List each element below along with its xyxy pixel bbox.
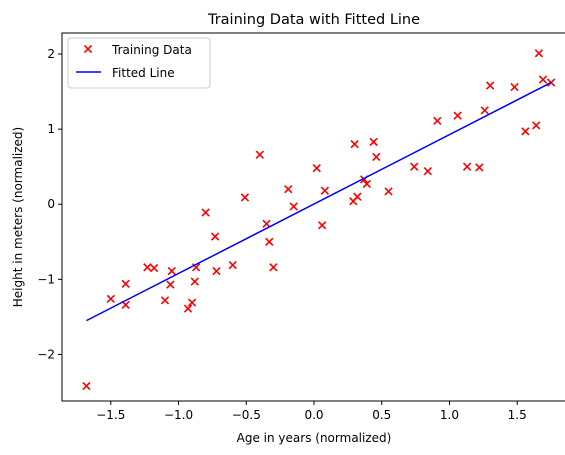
data-point	[532, 121, 541, 130]
data-point	[433, 116, 442, 126]
plot-area	[82, 49, 556, 391]
data-point	[453, 111, 462, 120]
x-axis: −1.5 −1.0 −0.5 0.0 0.5 1.0 1.5	[96, 401, 527, 422]
x-tick-label: 0.5	[372, 408, 391, 422]
x-tick-label: 1.0	[440, 408, 459, 422]
data-point	[82, 381, 91, 391]
data-point	[362, 179, 372, 189]
y-axis-label: Height in meters (normalized)	[11, 127, 25, 307]
data-point	[262, 219, 271, 228]
y-tick-label: −2	[37, 347, 55, 361]
data-point	[485, 81, 495, 90]
data-point	[320, 186, 330, 195]
data-point	[149, 263, 159, 273]
data-point	[190, 277, 199, 286]
data-point	[521, 127, 530, 136]
data-point	[538, 75, 548, 84]
chart-title: Training Data with Fitted Line	[207, 12, 420, 28]
legend-marker-training-data	[83, 44, 93, 54]
data-point	[372, 152, 381, 162]
data-point	[480, 106, 489, 115]
data-point	[187, 298, 197, 307]
x-marker-icon	[83, 44, 93, 54]
legend: Training Data Fitted Line	[67, 37, 211, 89]
x-tick-label: −0.5	[232, 408, 261, 422]
y-tick-label: 2	[47, 47, 55, 61]
data-point	[462, 162, 472, 171]
data-point	[167, 266, 176, 276]
data-point	[510, 82, 519, 92]
x-axis-label: Age in years (normalized)	[237, 431, 392, 445]
y-axis: −2 −1 0 1 2	[37, 47, 62, 361]
data-point	[121, 279, 130, 289]
data-point	[317, 221, 327, 230]
data-point	[166, 280, 175, 289]
data-point	[384, 187, 393, 196]
x-tick-label: −1.0	[164, 408, 193, 422]
data-point	[212, 266, 221, 276]
data-point	[265, 237, 274, 246]
data-point	[312, 164, 321, 173]
data-point	[210, 232, 220, 241]
data-point	[289, 202, 298, 211]
y-tick-label: 0	[47, 197, 55, 211]
x-tick-label: −1.5	[96, 408, 125, 422]
legend-box	[67, 37, 211, 89]
data-point	[534, 49, 544, 58]
data-point	[423, 167, 432, 176]
data-point	[255, 150, 264, 159]
data-point	[143, 263, 152, 272]
y-tick-label: 1	[47, 122, 55, 136]
x-tick-label: 1.5	[508, 408, 527, 422]
data-point	[350, 139, 359, 149]
data-point	[240, 193, 250, 202]
legend-label-training-data: Training Data	[111, 43, 192, 57]
data-point	[106, 294, 115, 304]
data-point	[269, 263, 278, 272]
legend-label-fitted-line: Fitted Line	[112, 66, 175, 80]
data-point	[228, 260, 237, 270]
data-point	[160, 296, 170, 305]
fitted-line	[86, 81, 552, 322]
data-point	[369, 137, 378, 147]
data-point	[410, 162, 419, 171]
data-point	[183, 304, 193, 313]
data-point	[284, 185, 293, 194]
data-point	[201, 208, 210, 217]
data-point	[475, 163, 484, 172]
y-tick-label: −1	[37, 272, 55, 286]
x-tick-label: 0.0	[304, 408, 323, 422]
data-point	[353, 192, 362, 201]
